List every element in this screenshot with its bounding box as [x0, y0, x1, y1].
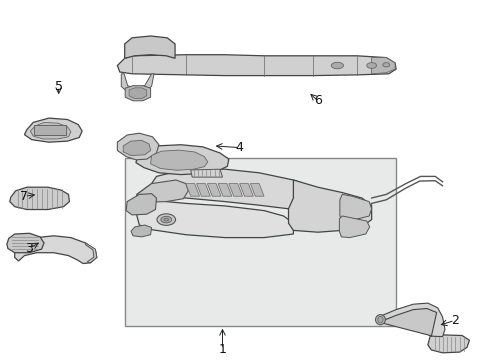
Ellipse shape — [330, 62, 343, 69]
Ellipse shape — [161, 216, 171, 223]
Polygon shape — [378, 309, 436, 337]
Polygon shape — [10, 187, 69, 210]
Polygon shape — [427, 335, 468, 353]
Polygon shape — [117, 55, 395, 76]
Polygon shape — [339, 216, 369, 238]
Polygon shape — [15, 236, 97, 264]
Polygon shape — [123, 140, 150, 156]
Polygon shape — [185, 184, 199, 196]
Polygon shape — [190, 169, 222, 177]
Text: 3: 3 — [25, 242, 33, 255]
Polygon shape — [151, 169, 332, 209]
Ellipse shape — [382, 63, 389, 67]
Polygon shape — [24, 118, 82, 142]
Polygon shape — [207, 184, 221, 196]
Text: 5: 5 — [55, 80, 62, 93]
Text: 4: 4 — [235, 141, 243, 154]
Polygon shape — [137, 184, 293, 238]
Polygon shape — [288, 180, 371, 232]
Polygon shape — [121, 74, 154, 94]
Polygon shape — [239, 184, 253, 196]
Text: 2: 2 — [450, 314, 458, 327]
Polygon shape — [131, 225, 151, 237]
Polygon shape — [117, 133, 159, 160]
Polygon shape — [218, 184, 231, 196]
Polygon shape — [7, 233, 44, 253]
Ellipse shape — [377, 316, 383, 323]
Polygon shape — [126, 194, 156, 215]
Bar — [34, 125, 66, 135]
Polygon shape — [125, 86, 150, 101]
Text: 6: 6 — [313, 94, 321, 107]
Polygon shape — [196, 184, 210, 196]
Polygon shape — [30, 122, 71, 139]
Ellipse shape — [366, 63, 376, 68]
Polygon shape — [150, 150, 207, 170]
Text: 1: 1 — [218, 343, 226, 356]
Polygon shape — [371, 58, 394, 74]
Polygon shape — [85, 243, 97, 263]
Text: 7: 7 — [20, 190, 28, 203]
Ellipse shape — [163, 218, 168, 221]
Polygon shape — [136, 145, 228, 175]
Polygon shape — [129, 88, 146, 99]
Bar — [124, 158, 395, 326]
Ellipse shape — [157, 214, 175, 225]
Polygon shape — [378, 303, 444, 337]
Polygon shape — [124, 36, 175, 58]
Polygon shape — [250, 184, 264, 196]
Polygon shape — [339, 194, 371, 221]
Ellipse shape — [375, 315, 385, 325]
Polygon shape — [228, 184, 242, 196]
Polygon shape — [137, 180, 188, 202]
